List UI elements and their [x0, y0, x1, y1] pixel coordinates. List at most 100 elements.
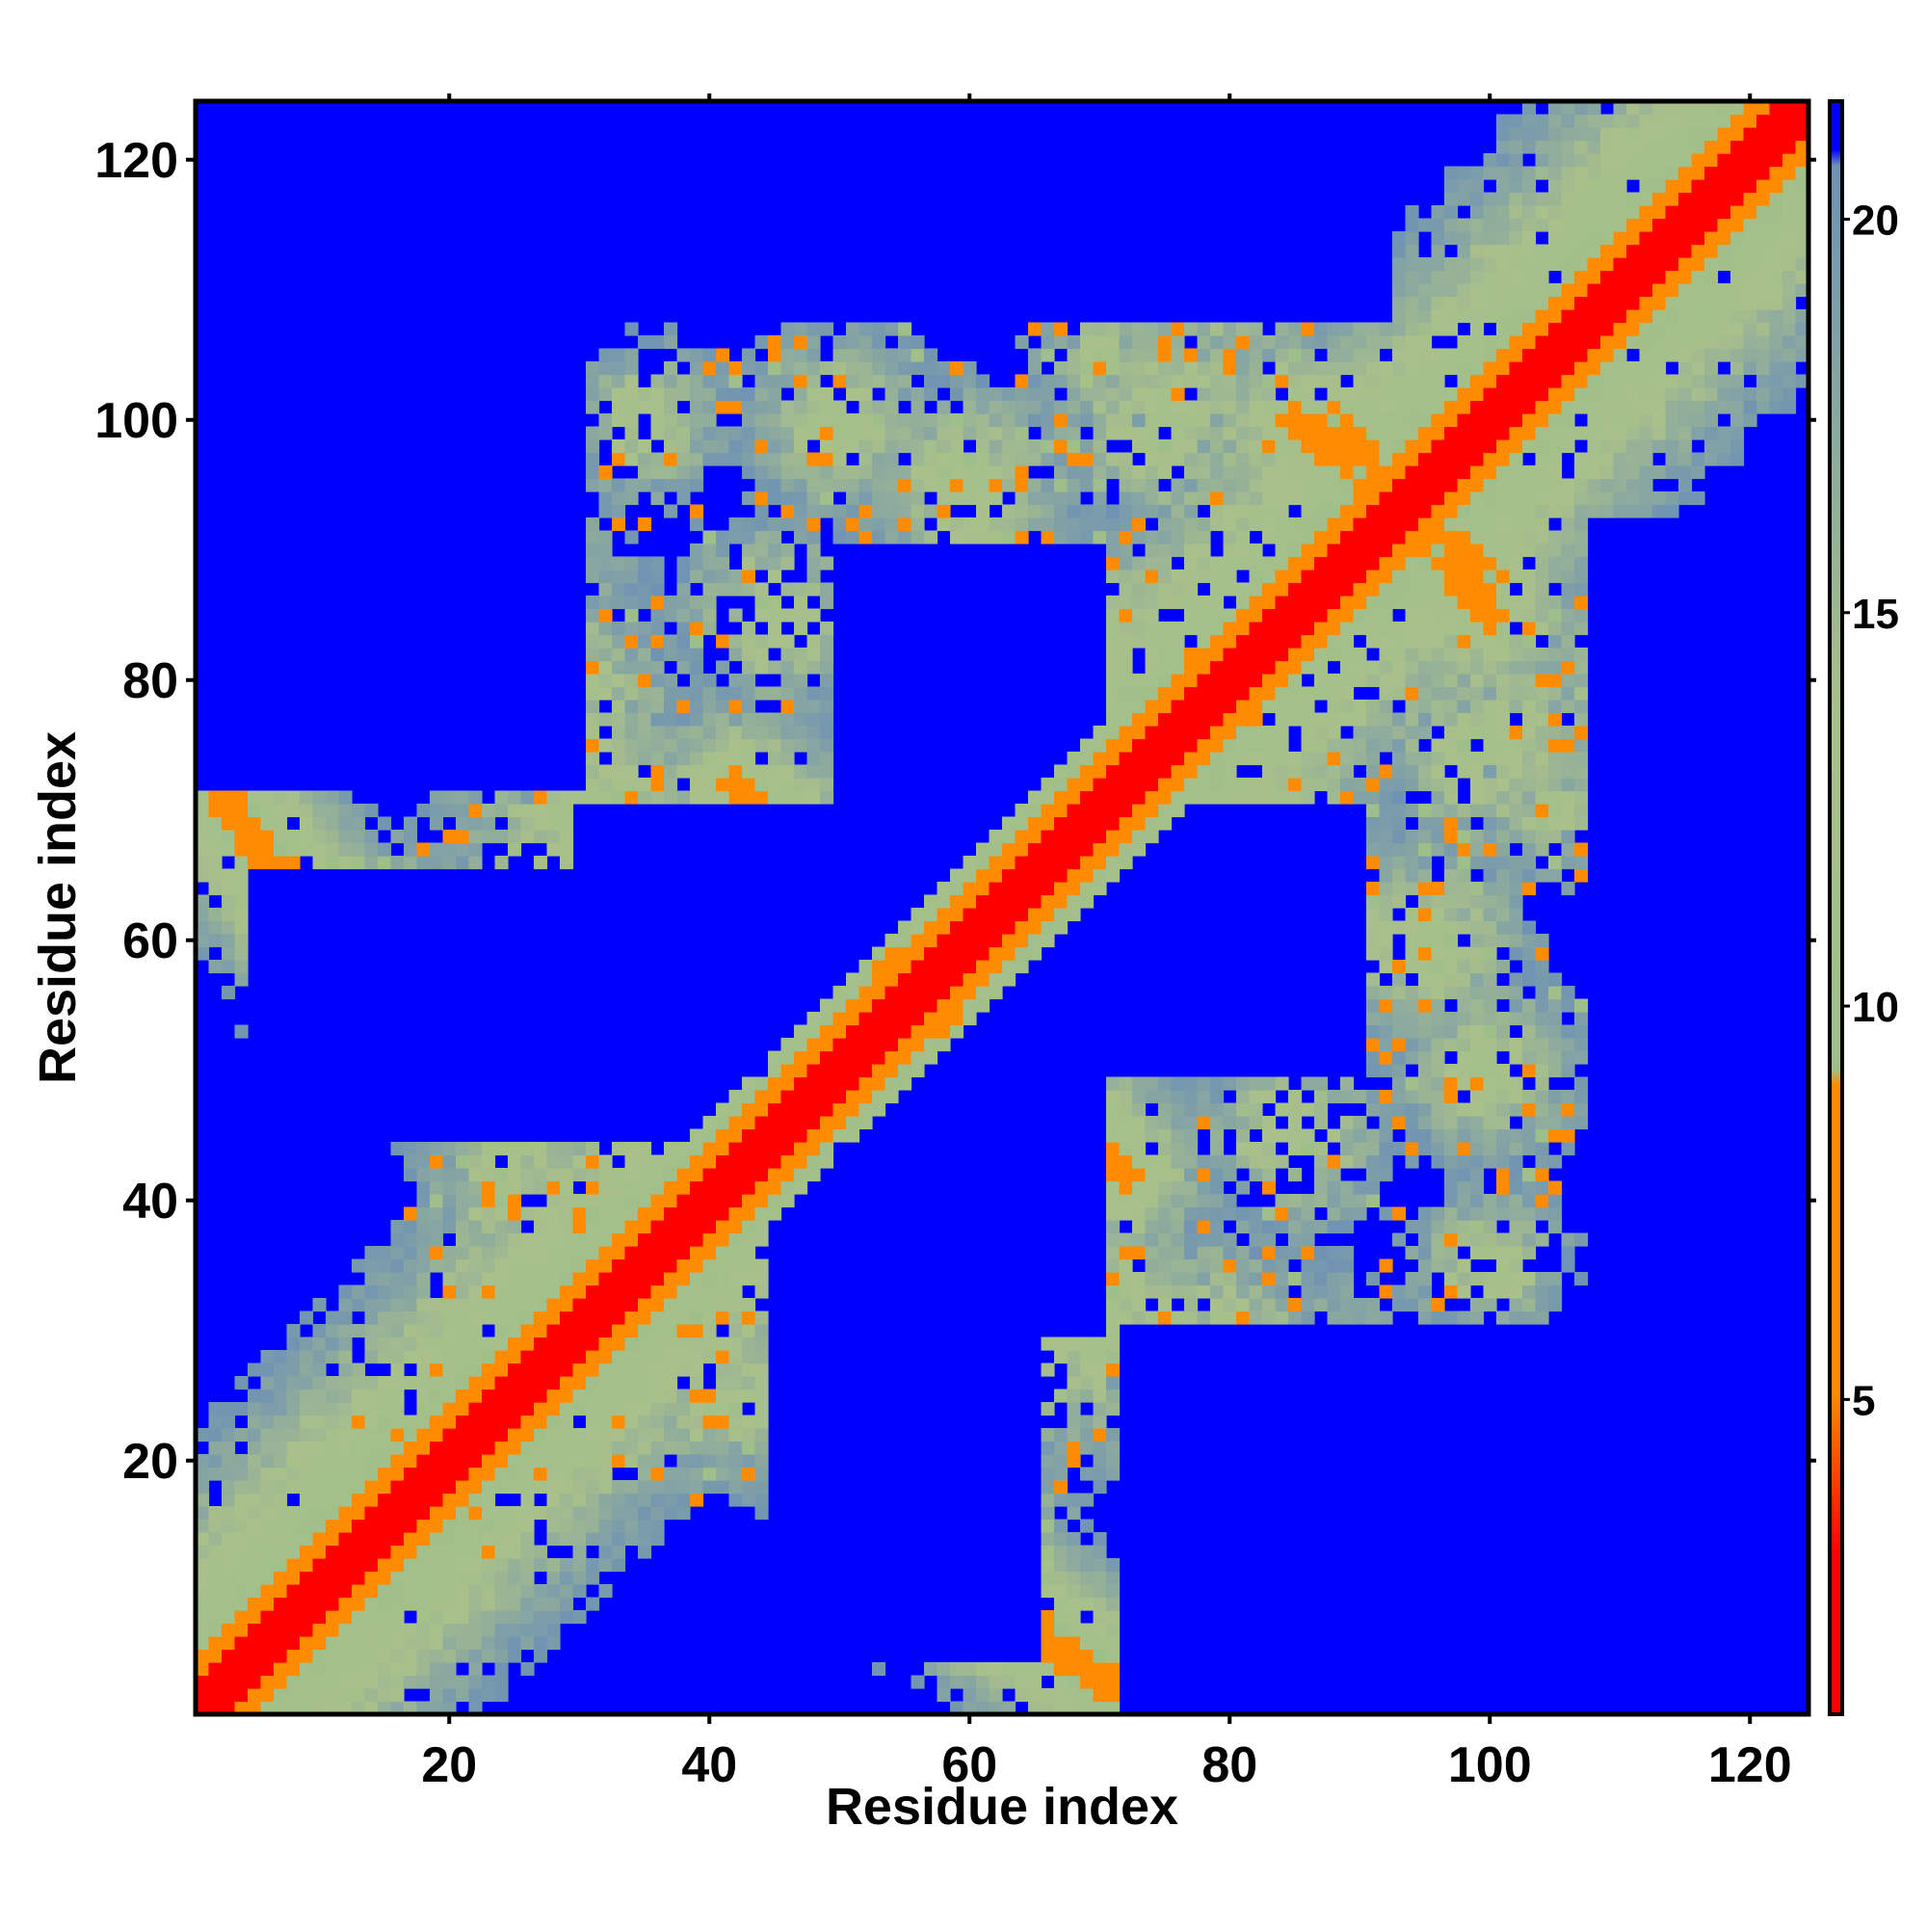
heatmap-cell — [1041, 478, 1055, 492]
heatmap-cell — [794, 738, 808, 753]
heatmap-cell — [1483, 283, 1497, 298]
heatmap-cell — [572, 1194, 587, 1208]
heatmap-cell — [1379, 322, 1393, 336]
heatmap-cell — [1093, 1610, 1107, 1625]
heatmap-cell — [1093, 1649, 1107, 1663]
heatmap-cell — [560, 1142, 574, 1156]
heatmap-cell — [664, 374, 678, 388]
heatmap-cell — [456, 1688, 470, 1703]
heatmap-cell — [390, 1493, 405, 1507]
heatmap-cell — [1405, 1102, 1419, 1117]
heatmap-cell — [768, 726, 782, 740]
heatmap-cell — [664, 1324, 678, 1338]
heatmap-cell — [676, 1389, 691, 1403]
heatmap-cell — [1509, 361, 1523, 376]
heatmap-cell — [560, 1428, 574, 1442]
heatmap-cell — [716, 1376, 730, 1390]
heatmap-cell — [286, 1402, 301, 1416]
heatmap-cell — [1015, 1688, 1029, 1703]
heatmap-cell — [378, 816, 392, 831]
heatmap-cell — [1392, 998, 1407, 1013]
heatmap-cell — [950, 934, 964, 948]
heatmap-cell — [494, 830, 509, 844]
heatmap-cell — [1340, 543, 1355, 558]
heatmap-cell — [1054, 1584, 1069, 1599]
heatmap-cell — [638, 387, 652, 402]
heatmap-cell — [1301, 452, 1315, 466]
heatmap-cell — [482, 1636, 496, 1651]
heatmap-cell — [1132, 700, 1147, 714]
heatmap-cell — [1171, 595, 1185, 610]
heatmap-cell — [690, 387, 704, 402]
heatmap-cell — [1366, 595, 1381, 610]
heatmap-cell — [846, 986, 860, 1000]
heatmap-cell — [872, 986, 886, 1000]
heatmap-cell — [728, 1284, 743, 1299]
heatmap-cell — [1223, 322, 1237, 336]
heatmap-cell — [508, 1571, 522, 1585]
heatmap-cell — [364, 1337, 379, 1351]
heatmap-cell — [924, 1050, 938, 1065]
heatmap-cell — [1106, 1298, 1121, 1312]
heatmap-cell — [1522, 960, 1537, 974]
heatmap-cell — [612, 1246, 626, 1260]
heatmap-cell — [1106, 1324, 1121, 1338]
heatmap-cell — [534, 1246, 548, 1260]
heatmap-cell — [1301, 465, 1315, 480]
heatmap-cell — [1288, 1232, 1303, 1247]
heatmap-cell — [468, 1298, 483, 1312]
heatmap-cell — [1392, 1064, 1407, 1078]
heatmap-cell — [1015, 934, 1029, 948]
heatmap-cell — [208, 868, 223, 883]
heatmap-cell — [1184, 504, 1199, 518]
heatmap-cell — [1418, 1206, 1433, 1221]
heatmap-cell — [780, 556, 795, 570]
heatmap-cell — [1496, 140, 1511, 154]
heatmap-cell — [612, 1558, 626, 1573]
heatmap-cell — [364, 1298, 379, 1312]
heatmap-cell — [1327, 1128, 1341, 1143]
heatmap-cell — [1275, 439, 1289, 454]
heatmap-cell — [1496, 257, 1511, 272]
heatmap-cell — [404, 1519, 418, 1533]
heatmap-cell — [1340, 465, 1355, 480]
heatmap-cell — [1392, 439, 1407, 454]
heatmap-cell — [1288, 439, 1303, 454]
heatmap-cell — [742, 634, 756, 648]
heatmap-cell — [884, 322, 899, 336]
heatmap-cell — [728, 1232, 743, 1247]
heatmap-cell — [1041, 1467, 1055, 1481]
heatmap-cell — [586, 1454, 600, 1469]
heatmap-cell — [364, 1675, 379, 1689]
heatmap-cell — [768, 452, 782, 466]
heatmap-cell — [1054, 374, 1069, 388]
heatmap-cell — [404, 816, 418, 831]
heatmap-cell — [650, 1298, 665, 1312]
heatmap-cell — [352, 1610, 366, 1625]
heatmap-cell — [832, 452, 847, 466]
heatmap-cell — [1496, 426, 1511, 440]
heatmap-cell — [1275, 764, 1289, 779]
heatmap-cell — [1509, 790, 1523, 805]
heatmap-cell — [1483, 1206, 1497, 1221]
heatmap-cell — [989, 530, 1003, 544]
heatmap-cell — [832, 400, 847, 414]
heatmap-cell — [1041, 387, 1055, 402]
heatmap-cell — [1119, 1298, 1133, 1312]
heatmap-cell — [494, 1232, 509, 1247]
heatmap-cell — [1080, 400, 1095, 414]
heatmap-cell — [1314, 452, 1329, 466]
heatmap-cell — [416, 1454, 431, 1469]
heatmap-cell — [664, 1415, 678, 1429]
heatmap-cell — [534, 1350, 548, 1364]
heatmap-cell — [937, 986, 951, 1000]
heatmap-cell — [1002, 387, 1016, 402]
heatmap-cell — [1431, 400, 1445, 414]
heatmap-cell — [676, 1142, 691, 1156]
heatmap-cell — [1132, 1232, 1147, 1247]
heatmap-cell — [326, 1662, 340, 1677]
heatmap-cell — [1236, 738, 1251, 753]
heatmap-cell — [806, 1090, 821, 1104]
heatmap-cell — [352, 1480, 366, 1495]
heatmap-cell — [1054, 868, 1069, 883]
